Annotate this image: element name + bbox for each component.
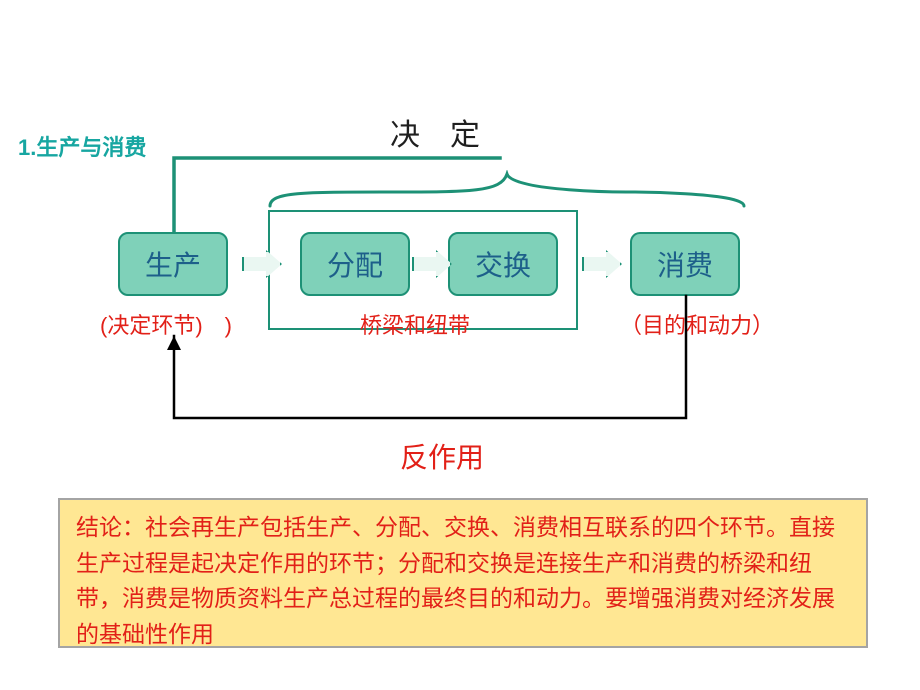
diagram-stage: 1.生产与消费 决 定 生产 分配 交换 消费 (决定环节) ) 桥梁和纽带 （… bbox=[0, 0, 920, 690]
heading-bottom: 反作用 bbox=[400, 436, 484, 476]
conclusion-box: 结论：社会再生产包括生产、分配、交换、消费相互联系的四个环节。直接生产过程是起决… bbox=[58, 498, 868, 648]
conclusion-text: 结论：社会再生产包括生产、分配、交换、消费相互联系的四个环节。直接生产过程是起决… bbox=[76, 514, 835, 647]
